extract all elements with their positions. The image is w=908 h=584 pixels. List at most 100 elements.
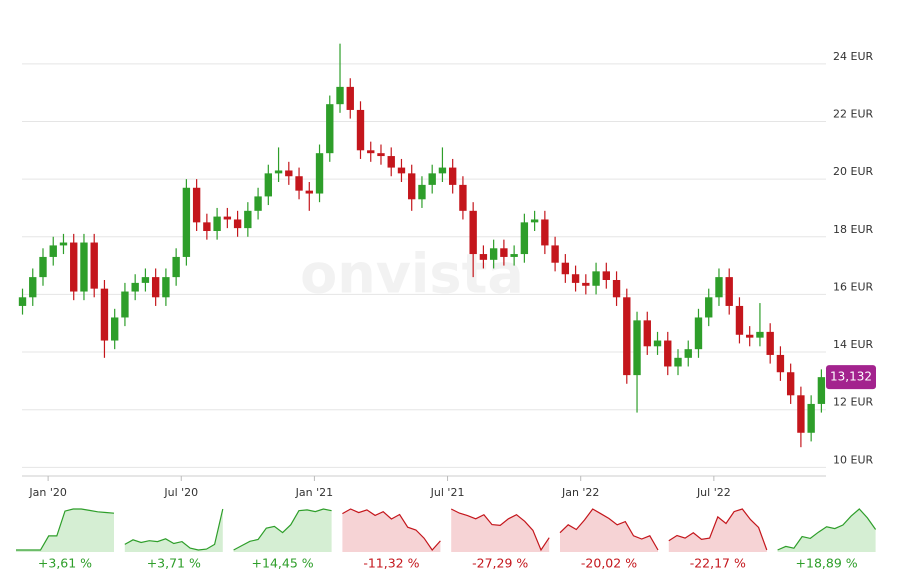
candle-body (233, 219, 242, 229)
last-price-badge (826, 365, 876, 390)
candle-body (264, 173, 273, 197)
sparkline-area (560, 509, 658, 552)
sparkline-area (16, 509, 114, 552)
candle-body (756, 331, 764, 338)
sparkline (668, 508, 768, 551)
candle-body (336, 86, 344, 105)
candle-body (408, 173, 416, 200)
candle-body (192, 187, 201, 223)
x-tick-label: Jan '21 (295, 486, 333, 499)
candle-body (274, 170, 283, 174)
candle-body (49, 245, 57, 257)
change-label: +18,89 % (796, 556, 858, 571)
candle-body (305, 190, 313, 194)
sparkline (233, 508, 332, 551)
candle-body (561, 262, 570, 275)
candle-body (162, 277, 170, 298)
candle-body (541, 219, 549, 246)
candle-body (571, 274, 580, 283)
candle-body (223, 216, 232, 220)
sparkline-area (124, 509, 223, 552)
candle-body (633, 320, 641, 376)
candle-body (397, 167, 406, 174)
candle-body (479, 254, 488, 260)
y-tick-label: 18 EUR (833, 223, 873, 236)
candle-body (315, 153, 324, 194)
candle-body (735, 305, 744, 335)
candle-body (29, 277, 37, 298)
candle-body (100, 288, 109, 341)
candle-body (18, 297, 27, 306)
candle-body (623, 297, 631, 376)
candle-body (151, 277, 160, 298)
candle-body (111, 317, 119, 341)
candle-body (551, 245, 559, 263)
candle-body (766, 331, 774, 355)
candle-body (448, 167, 457, 185)
sparkline (124, 508, 224, 551)
candle-body (70, 242, 78, 292)
candle-body (80, 242, 88, 292)
candle-body (612, 280, 621, 298)
x-tick-label: Jul '20 (163, 486, 198, 499)
sparkline (777, 508, 877, 551)
change-label: +3,61 % (38, 556, 92, 571)
candle-body (500, 248, 508, 257)
candle-body (418, 184, 426, 200)
candle-body (203, 222, 211, 231)
y-tick-label: 10 EUR (833, 453, 873, 466)
x-tick-label: Jan '22 (561, 486, 599, 499)
candle-body (746, 334, 754, 338)
candle-body (582, 282, 590, 286)
candle-body (602, 271, 610, 280)
candle-body (377, 153, 385, 157)
candle-body (797, 395, 805, 433)
x-tick-label: Jul '21 (430, 486, 465, 499)
candle-body (684, 349, 692, 358)
y-tick-label: 12 EUR (833, 396, 873, 409)
sparkline-area (342, 509, 441, 552)
candle-body (285, 170, 293, 177)
candle-body (244, 210, 252, 229)
candle-body (367, 150, 375, 154)
change-label: +14,45 % (252, 556, 314, 571)
candle-body (295, 176, 303, 191)
candle-body (141, 277, 150, 283)
candle-body (776, 354, 785, 373)
candle-body (469, 210, 477, 255)
candle-body (643, 320, 651, 347)
sparkline (450, 508, 550, 552)
candle-body (326, 104, 334, 154)
change-label: -27,29 % (472, 556, 528, 571)
sparkline (559, 508, 659, 551)
candle-body (817, 377, 826, 404)
sparkline (342, 508, 441, 551)
watermark: onvista (300, 243, 524, 306)
last-price-label: 13,132 (830, 370, 872, 384)
candle-body (39, 256, 47, 278)
candle-body (725, 277, 733, 306)
candle-body (653, 340, 662, 347)
sparkline-area (451, 509, 550, 552)
candle-body (182, 187, 191, 257)
candle-body (387, 156, 395, 168)
candle-body (510, 254, 518, 257)
candle-body (520, 222, 529, 255)
candle-body (674, 357, 682, 367)
candle-body (489, 248, 498, 260)
candle-body (459, 184, 467, 211)
candle-body (121, 291, 129, 318)
candle-body (172, 256, 180, 278)
candle-body (592, 271, 600, 286)
candle-body (715, 277, 723, 298)
y-tick-label: 22 EUR (833, 107, 873, 120)
candle-body (807, 403, 815, 433)
change-label: -11,32 % (363, 556, 419, 571)
x-tick-label: Jul '22 (696, 486, 731, 499)
candle-body (664, 340, 672, 367)
sparkline (16, 508, 115, 551)
sparkline-area (777, 509, 876, 552)
candle-body (346, 86, 354, 110)
candle-body (59, 242, 68, 246)
